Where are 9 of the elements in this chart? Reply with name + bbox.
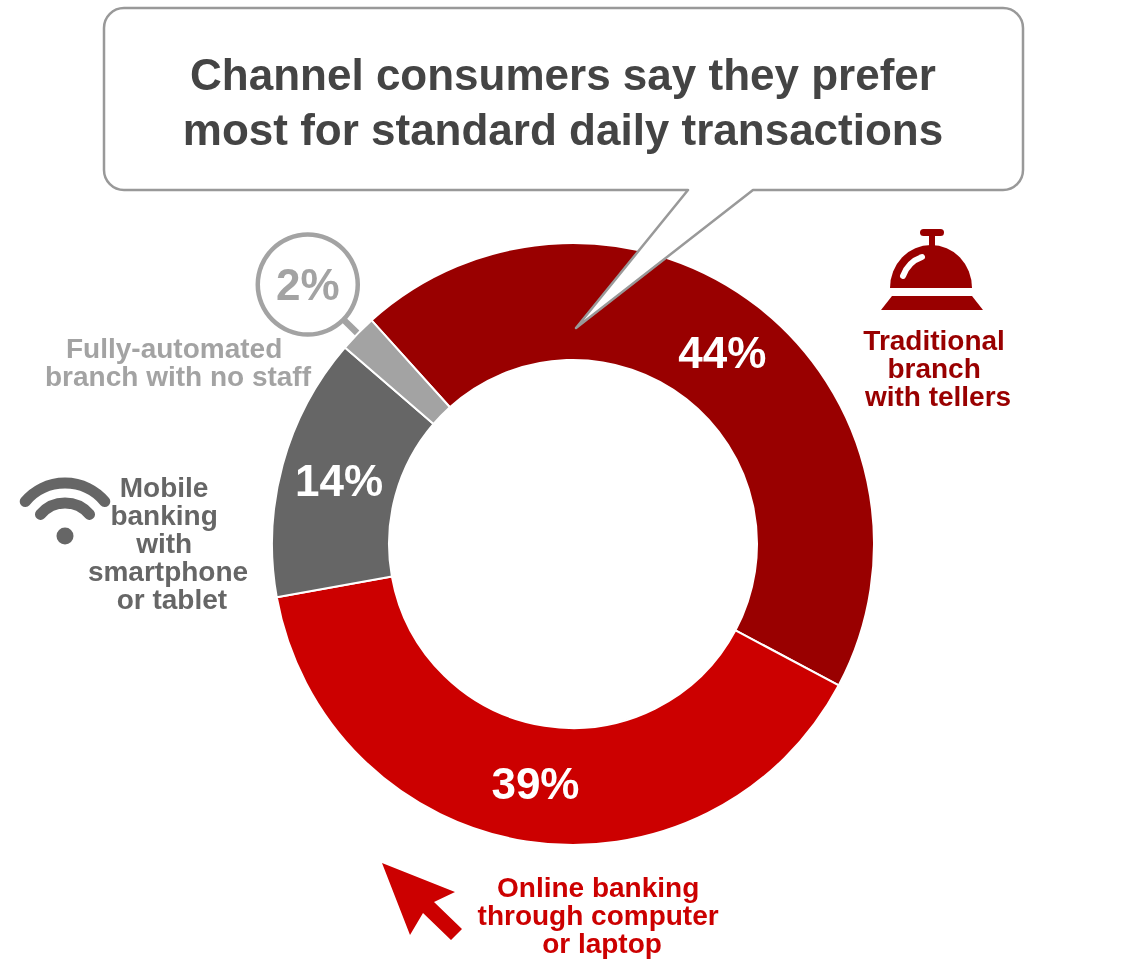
chart-title: Channel consumers say they prefer most for standard daily transactions (181, 49, 945, 156)
slice-label: Traditional branch with tellers (863, 324, 1013, 412)
legend-label: Mobile banking with smartphone or tablet (87, 471, 249, 615)
data-label: 2% (275, 260, 340, 310)
data-label: 44% (678, 328, 767, 378)
slice-label: Fully-automated branch with no staff (45, 332, 312, 392)
data-label: 39% (491, 759, 580, 809)
data-label: 14% (295, 455, 384, 505)
slice-label: Online banking through computer or laptop (477, 871, 727, 959)
